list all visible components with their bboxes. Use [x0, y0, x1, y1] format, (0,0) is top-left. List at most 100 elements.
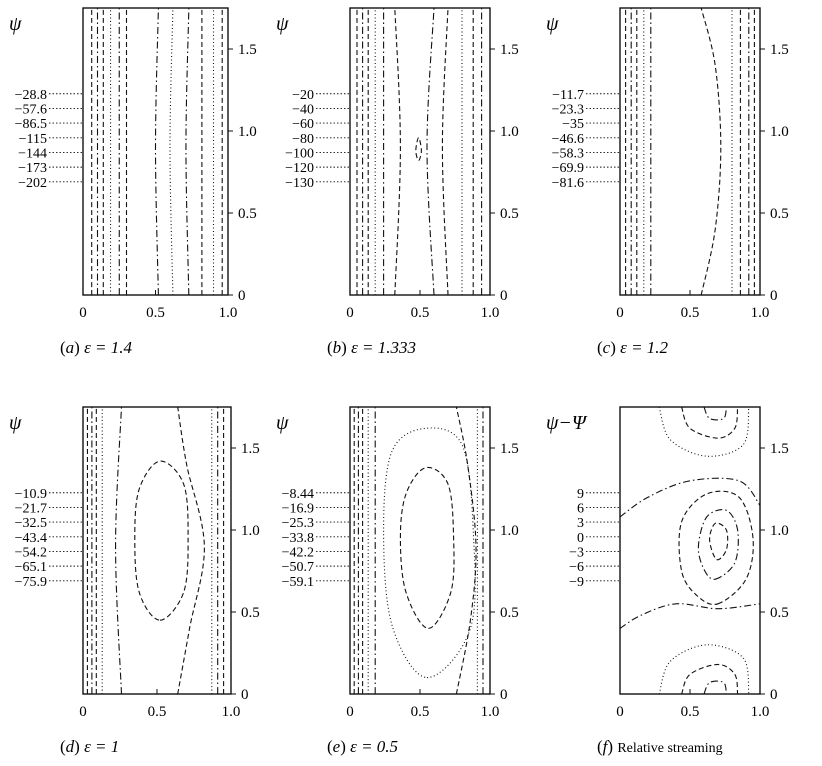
y-tick-label: 1.5: [500, 441, 519, 457]
contour-line-b-5: [394, 8, 401, 295]
contour-level-label: −59.1: [282, 575, 314, 590]
contour-level-label: −58.3: [552, 146, 584, 161]
panel-caption: (c) ε = 1.2: [597, 338, 669, 357]
contour-line-f-1: [681, 407, 739, 439]
x-tick-label: 0: [346, 704, 354, 720]
contour-level-label: −28.8: [15, 88, 47, 103]
y-tick-label: 0: [770, 687, 778, 703]
y-tick-label: 1.5: [770, 441, 789, 457]
contour-line-b-6: [426, 8, 435, 295]
contour-line-f-7: [620, 603, 760, 629]
contour-level-label: −35: [562, 117, 584, 132]
contour-line-f-4: [678, 490, 754, 606]
panel-b: ψ0 0.5 1.000.51.01.5−20−40−60−80−100−120−1…: [276, 7, 519, 357]
y-axis-label: ψ: [9, 13, 22, 35]
contour-line-f-8: [658, 644, 750, 694]
x-tick-label: 0.5: [681, 305, 700, 321]
contour-level-label: −40: [292, 102, 314, 117]
contour-line-f-9: [681, 663, 739, 694]
y-tick-label: 1.0: [238, 124, 257, 140]
x-tick-label: 1.0: [219, 305, 238, 321]
panel-caption: (d) ε = 1: [60, 737, 119, 756]
contour-line-e-5: [455, 407, 477, 694]
contour-line-f-5: [697, 509, 739, 580]
contour-level-label: −6: [569, 560, 584, 575]
contour-line-f-2: [703, 407, 727, 421]
y-tick-label: 1.0: [770, 124, 789, 140]
x-tick-label: 1.0: [481, 704, 500, 720]
y-tick-label: 1.5: [500, 42, 519, 58]
x-tick-label: 0: [616, 305, 624, 321]
contour-level-label: −60: [292, 117, 314, 132]
contour-level-label: −9: [569, 575, 584, 590]
contour-level-label: −100: [285, 146, 314, 161]
y-tick-label: 0.5: [238, 206, 257, 222]
x-tick-label: 0.5: [148, 704, 167, 720]
y-tick-label: 0: [770, 288, 778, 304]
contour-level-label: −65.1: [15, 560, 47, 575]
contour-line-e-8: [399, 466, 455, 629]
y-tick-label: 1.5: [770, 42, 789, 58]
plot-frame: [82, 7, 229, 296]
contour-level-label: 3: [577, 516, 584, 531]
y-tick-label: 0: [500, 288, 508, 304]
contour-level-label: −23.3: [552, 102, 584, 117]
panel-caption: (a) ε = 1.4: [60, 338, 133, 357]
y-axis-label: ψ−Ψ: [546, 412, 588, 434]
contour-level-label: −46.6: [552, 132, 584, 147]
y-axis-label: ψ: [276, 13, 289, 35]
contour-level-label: −16.9: [282, 501, 314, 516]
contour-level-label: −54.2: [15, 545, 47, 560]
plot-frame: [82, 406, 232, 695]
contour-level-label: 6: [577, 501, 584, 516]
y-tick-label: 1.0: [500, 124, 519, 140]
contour-level-label: −75.9: [15, 575, 47, 590]
panel-a: ψ0 0.5 1.000.51.01.5−28.8−57.6−86.5−115−14…: [9, 7, 257, 357]
contour-line-d-4: [115, 407, 123, 694]
x-tick-label: 0: [79, 704, 87, 720]
contour-line-f-10: [703, 680, 727, 694]
y-tick-label: 0.5: [500, 605, 519, 621]
y-tick-label: 0.5: [500, 206, 519, 222]
contour-level-label: −57.6: [15, 102, 47, 117]
contour-level-label: −8.44: [282, 487, 314, 502]
contour-level-label: −120: [285, 161, 314, 176]
y-tick-label: 0.5: [241, 605, 260, 621]
panel-caption: (f) Relative streaming: [597, 737, 723, 756]
contour-line-a-7: [169, 8, 174, 295]
panel-caption: (e) ε = 0.5: [327, 737, 398, 756]
y-tick-label: 0: [238, 288, 246, 304]
panel-caption: (b) ε = 1.333: [327, 338, 416, 357]
plot-frame: [619, 7, 761, 296]
contour-line-f-6: [709, 522, 729, 561]
contour-line-a-8: [185, 8, 190, 295]
contour-level-label: −202: [18, 176, 47, 191]
contour-level-label: −173: [18, 161, 47, 176]
contour-line-f-0: [658, 407, 750, 457]
contour-level-label: −20: [292, 88, 314, 103]
y-axis-label: ψ: [276, 412, 289, 434]
contour-line-e-9: [383, 427, 476, 679]
contour-level-label: −80: [292, 132, 314, 147]
x-tick-label: 0: [616, 704, 624, 720]
x-tick-label: 0: [346, 305, 354, 321]
contour-level-label: −11.7: [552, 88, 584, 103]
contour-line-c-5: [700, 8, 722, 295]
contour-level-label: 0: [577, 531, 584, 546]
y-tick-label: 1.0: [770, 523, 789, 539]
x-tick-label: 1.0: [751, 305, 770, 321]
contour-level-label: −3: [569, 545, 584, 560]
contour-level-label: −115: [19, 132, 47, 147]
x-tick-label: 1.0: [481, 305, 500, 321]
contour-level-label: −130: [285, 176, 314, 191]
x-tick-label: 0.5: [411, 704, 430, 720]
y-tick-label: 0: [500, 687, 508, 703]
x-tick-label: 0: [79, 305, 87, 321]
contour-level-label: −81.6: [552, 176, 584, 191]
contour-level-label: −42.2: [282, 545, 314, 560]
y-tick-label: 1.5: [238, 42, 257, 58]
contour-level-label: −144: [18, 146, 47, 161]
plot-frame: [349, 7, 491, 296]
